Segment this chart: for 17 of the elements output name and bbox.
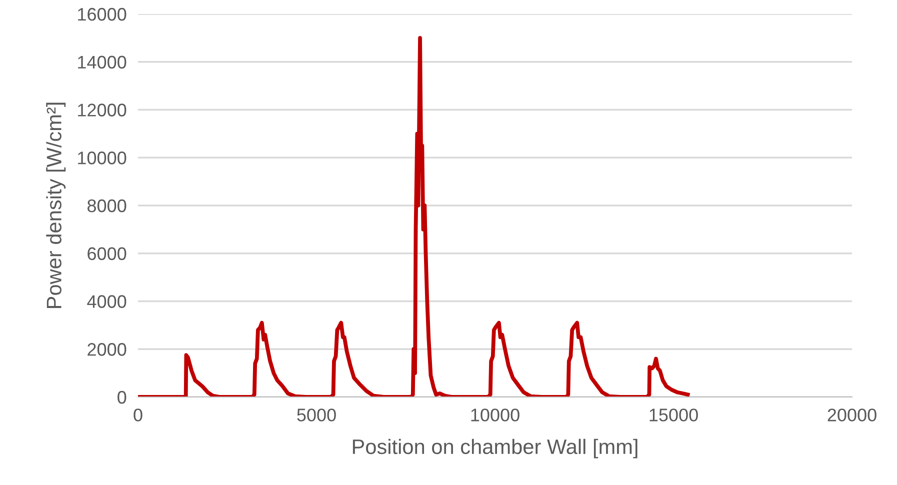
x-tick-label: 5000 [297,408,336,422]
x-tick-label: 10000 [471,408,520,422]
y-tick-label: 2000 [88,343,126,356]
x-tick-label: 0 [134,408,142,422]
y-tick-label: 8000 [88,199,126,212]
y-tick-label: 12000 [78,104,126,116]
y-axis-title: Power density [W/cm²] [46,102,66,308]
y-tick-label: 16000 [78,8,126,21]
x-tick-label: 15000 [650,408,698,422]
line-series [138,36,690,397]
y-tick-label: 6000 [88,247,126,260]
y-tick-label: 4000 [87,295,126,308]
x-tick-label: 20000 [828,408,876,422]
y-tick-label: 0 [118,390,126,404]
y-tick-label: 10000 [78,152,126,164]
y-tick-label: 14000 [78,56,126,69]
x-axis-title: Position on chamber Wall [mm] [352,438,638,458]
